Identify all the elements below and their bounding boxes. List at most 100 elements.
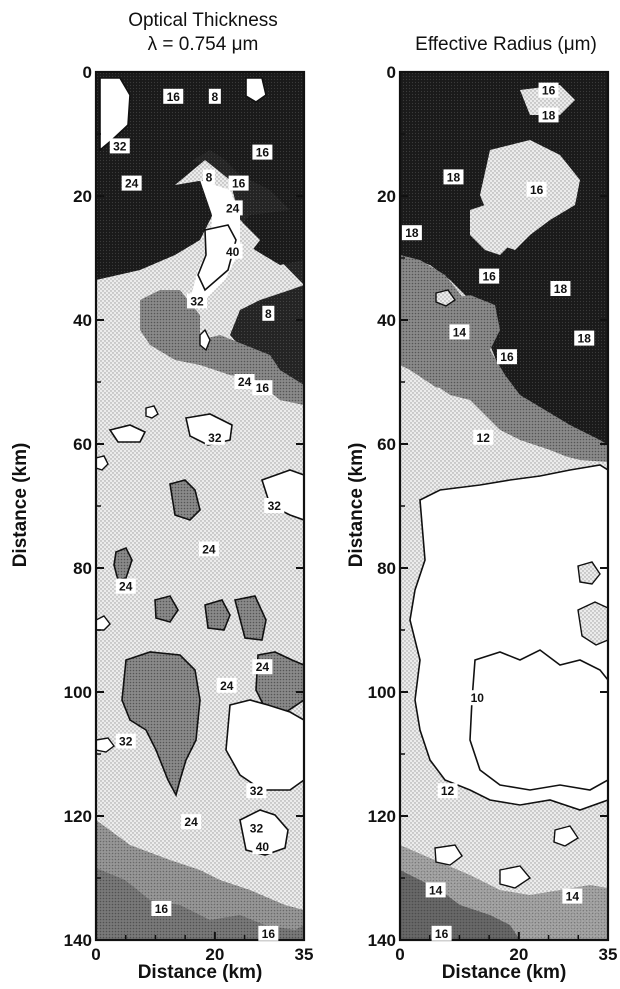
contour-label-left-15: 24 xyxy=(202,542,216,556)
contour-label-bg-right-14 xyxy=(431,925,452,941)
contour-label-bg-right-9 xyxy=(496,349,517,365)
contour-label-right-14: 16 xyxy=(435,927,449,941)
contour-label-left-8: 40 xyxy=(226,245,240,259)
y-tick-label-right-7: 140 xyxy=(368,931,396,950)
contour-label-left-1: 8 xyxy=(212,90,219,104)
contour-label-left-0: 16 xyxy=(167,90,181,104)
x-tick-label-left-0: 0 xyxy=(91,945,100,964)
contour-label-left-10: 8 xyxy=(265,307,272,321)
contour-label-left-4: 8 xyxy=(206,170,213,184)
contour-label-left-22: 32 xyxy=(250,821,264,835)
optical-thickness-panel: Optical Thickness λ = 0.754 μm xyxy=(10,10,313,983)
contour-label-left-18: 24 xyxy=(220,679,234,693)
contour-label-left-24: 16 xyxy=(155,902,169,916)
contour-label-bg-left-13 xyxy=(204,429,225,445)
y-tick-label-left-4: 80 xyxy=(73,559,92,578)
y-tick-label-left-7: 140 xyxy=(64,931,92,950)
left-y-axis-label: Distance (km) xyxy=(10,443,31,568)
contour-label-left-25: 16 xyxy=(262,927,276,941)
contour-label-right-1: 18 xyxy=(542,108,556,122)
contour-label-left-2: 32 xyxy=(113,139,127,153)
contour-label-bg-right-6 xyxy=(550,281,571,296)
contour-label-left-13: 32 xyxy=(208,431,222,445)
contour-label-bg-left-9 xyxy=(187,293,208,309)
y-tick-label-right-6: 120 xyxy=(368,807,396,826)
contour-label-bg-left-20 xyxy=(246,783,267,799)
contour-label-right-2: 18 xyxy=(447,170,461,184)
y-tick-label-right-0: 0 xyxy=(387,63,396,82)
contour-label-right-5: 16 xyxy=(482,270,496,284)
contour-label-bg-right-13 xyxy=(425,882,446,898)
left-contour-labels: 16 8 32 24 8 16 16 24 40 32 8 24 16 32 32 24 24 24 24 32 32 2… xyxy=(109,88,285,941)
contour-label-bg-left-18 xyxy=(216,677,237,693)
contour-label-right-8: 18 xyxy=(578,332,592,346)
contour-label-bg-left-19 xyxy=(115,733,136,749)
contour-label-bg-left-25 xyxy=(258,925,279,941)
x-tick-label-right-0: 0 xyxy=(395,945,404,964)
contour-label-bg-right-11 xyxy=(467,690,488,706)
contour-label-right-6: 18 xyxy=(554,282,568,296)
effective-radius-map xyxy=(400,72,608,940)
contour-label-bg-left-3 xyxy=(121,175,142,191)
contour-label-right-11: 10 xyxy=(471,691,485,705)
contour-label-right-10: 12 xyxy=(477,431,491,445)
contour-label-bg-left-23 xyxy=(252,839,273,854)
contour-label-left-20: 32 xyxy=(250,784,264,798)
contour-label-left-16: 24 xyxy=(119,580,133,594)
x-tick-label-left-1: 20 xyxy=(205,945,224,964)
contour-label-right-3: 16 xyxy=(530,183,544,197)
contour-label-bg-right-10 xyxy=(473,429,494,445)
left-x-axis-label: Distance (km) xyxy=(138,962,263,983)
y-tick-label-right-5: 100 xyxy=(368,683,396,702)
left-title-line2: λ = 0.754 μm xyxy=(148,34,259,55)
y-tick-label-left-6: 120 xyxy=(64,807,92,826)
right-x-axis-label: Distance (km) xyxy=(442,962,567,983)
contour-label-bg-left-21 xyxy=(181,814,202,830)
x-tick-label-right-1: 20 xyxy=(509,945,528,964)
contour-label-bg-left-12 xyxy=(252,380,273,396)
contour-label-left-11: 24 xyxy=(238,375,252,389)
contour-label-bg-left-10 xyxy=(262,305,275,321)
contour-label-bg-left-7 xyxy=(222,200,243,216)
contour-label-bg-left-0 xyxy=(163,88,184,104)
y-tick-label-left-5: 100 xyxy=(64,683,92,702)
contour-label-bg-left-24 xyxy=(151,901,172,916)
contour-label-bg-left-16 xyxy=(115,578,136,594)
contour-label-bg-left-6 xyxy=(252,144,273,160)
contour-label-right-7: 14 xyxy=(453,325,467,339)
contour-label-bg-left-22 xyxy=(246,820,267,836)
x-tick-label-left-2: 35 xyxy=(295,945,314,964)
contour-label-right-13: 14 xyxy=(429,883,443,897)
y-tick-label-left-1: 20 xyxy=(73,187,92,206)
contour-label-bg-right-5 xyxy=(479,268,500,284)
y-tick-label-right-3: 60 xyxy=(377,435,396,454)
right-contour-labels: 16 18 18 16 18 16 18 14 18 16 12 10 12 14 16 14 xyxy=(401,82,595,941)
x-tick-label-right-2: 35 xyxy=(599,945,618,964)
y-tick-label-left-3: 60 xyxy=(73,435,92,454)
contour-label-left-19: 32 xyxy=(119,735,133,749)
contour-label-bg-left-5 xyxy=(228,175,249,191)
contour-label-left-3: 24 xyxy=(125,177,139,191)
contour-label-right-0: 16 xyxy=(542,84,556,98)
contour-label-bg-left-8 xyxy=(222,243,243,259)
contour-label-left-17: 24 xyxy=(256,660,270,674)
left-title-line1: Optical Thickness xyxy=(128,10,278,31)
y-tick-label-right-1: 20 xyxy=(377,187,396,206)
contour-label-bg-right-12 xyxy=(437,783,458,799)
contour-label-right-12: 12 xyxy=(441,784,455,798)
contour-label-left-23: 40 xyxy=(256,840,270,854)
y-tick-label-left-0: 0 xyxy=(83,63,92,82)
contour-label-left-5: 16 xyxy=(232,177,246,191)
contour-label-bg-left-15 xyxy=(198,541,219,557)
right-y-axis-label: Distance (km) xyxy=(346,443,367,568)
contour-label-right-15: 14 xyxy=(566,890,580,904)
y-tick-label-left-2: 40 xyxy=(73,311,92,330)
contour-label-bg-left-11 xyxy=(234,374,255,389)
contour-label-bg-left-2 xyxy=(109,138,130,154)
y-tick-label-right-4: 80 xyxy=(377,559,396,578)
contour-label-bg-right-7 xyxy=(449,324,470,340)
contour-label-bg-left-4 xyxy=(202,169,215,185)
